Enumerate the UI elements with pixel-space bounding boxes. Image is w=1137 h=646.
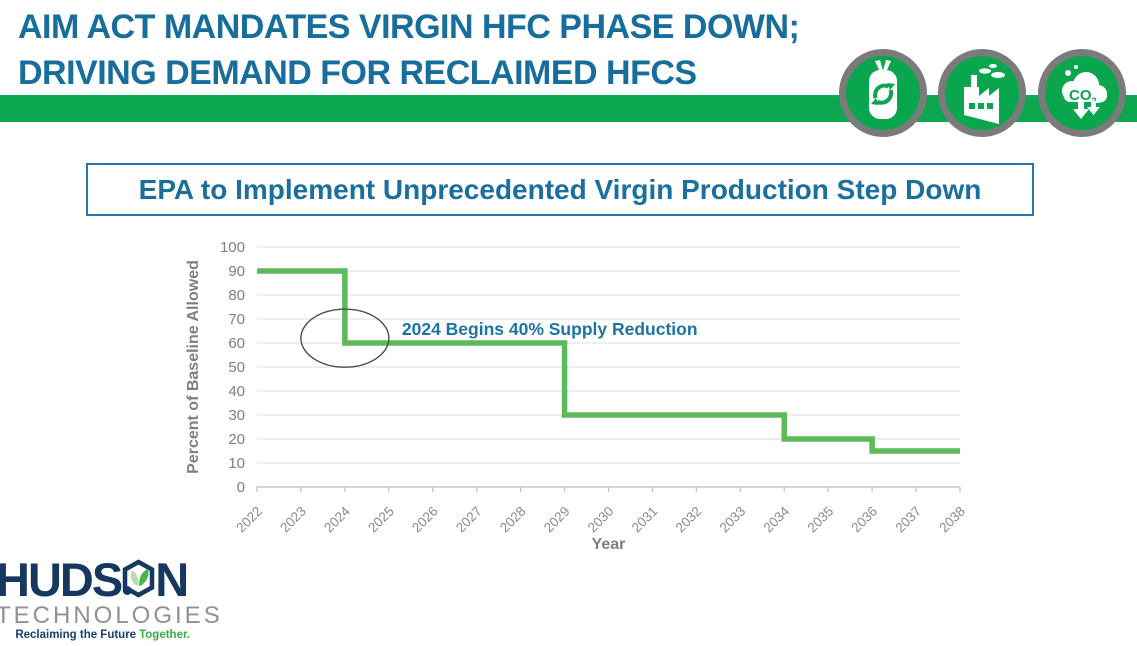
svg-text:2035: 2035 (804, 504, 836, 536)
svg-text:2024 Begins 40% Supply Reducti: 2024 Begins 40% Supply Reduction (402, 319, 698, 339)
hudson-technologies-logo: HUDS N TECHNOLOGIES Reclaiming the Futur… (0, 553, 223, 642)
svg-text:2036: 2036 (848, 504, 880, 536)
logo-word-part2: N (155, 553, 189, 606)
svg-text:2023: 2023 (277, 504, 309, 536)
co2-reduction-icon: CO 2 (1038, 49, 1126, 137)
svg-text:2034: 2034 (761, 503, 793, 535)
svg-text:50: 50 (228, 359, 245, 376)
svg-text:2038: 2038 (936, 504, 968, 536)
logo-word2: TECHNOLOGIES (0, 602, 223, 629)
svg-text:100: 100 (220, 239, 245, 256)
svg-text:Percent of Baseline Allowed: Percent of Baseline Allowed (185, 260, 202, 474)
svg-text:2033: 2033 (717, 504, 749, 536)
logo-word-part1: HUDS (0, 553, 123, 606)
svg-text:0: 0 (237, 479, 245, 496)
svg-text:2025: 2025 (365, 504, 397, 536)
svg-text:Year: Year (592, 536, 626, 553)
logo-hexagon-leaf-icon (122, 559, 155, 601)
svg-text:2032: 2032 (673, 504, 705, 536)
svg-text:40: 40 (228, 383, 245, 400)
svg-text:2037: 2037 (892, 504, 924, 536)
svg-text:90: 90 (228, 263, 245, 280)
svg-text:80: 80 (228, 287, 245, 304)
svg-text:2028: 2028 (497, 504, 529, 536)
phase-down-step-chart: 0 10 20 30 40 50 60 70 80 90 100 2022 2023 2024 2025 20… (185, 233, 1005, 558)
svg-text:2022: 2022 (233, 504, 265, 536)
slide-title-line1: AIM ACT MANDATES VIRGIN HFC PHASE DOWN; (18, 8, 800, 46)
svg-text:20: 20 (228, 431, 245, 448)
tagline-prefix: Reclaiming the Future (15, 629, 137, 641)
svg-text:2031: 2031 (629, 504, 661, 536)
svg-text:60: 60 (228, 335, 245, 352)
svg-text:2024: 2024 (321, 503, 353, 535)
svg-text:2026: 2026 (409, 504, 441, 536)
slide-title-line2: DRIVING DEMAND FOR RECLAIMED HFCS (18, 54, 697, 92)
chart-headline-box: EPA to Implement Unprecedented Virgin Pr… (86, 163, 1034, 216)
svg-text:CO: CO (1069, 87, 1092, 104)
logo-wordmark: HUDS N (0, 553, 196, 606)
logo-tagline: Reclaiming the Future Together. (0, 628, 190, 642)
svg-text:70: 70 (228, 311, 245, 328)
factory-emissions-icon (938, 49, 1026, 137)
slide-title: AIM ACT MANDATES VIRGIN HFC PHASE DOWN; … (18, 4, 800, 96)
chart-headline: EPA to Implement Unprecedented Virgin Pr… (138, 173, 982, 205)
tagline-accent: Together. (139, 629, 190, 641)
svg-text:2027: 2027 (453, 504, 485, 536)
svg-text:30: 30 (228, 407, 245, 424)
svg-text:2029: 2029 (541, 504, 573, 536)
svg-text:2030: 2030 (585, 504, 617, 536)
svg-text:10: 10 (228, 455, 245, 472)
refrigerant-cylinder-recycle-icon (839, 49, 927, 137)
